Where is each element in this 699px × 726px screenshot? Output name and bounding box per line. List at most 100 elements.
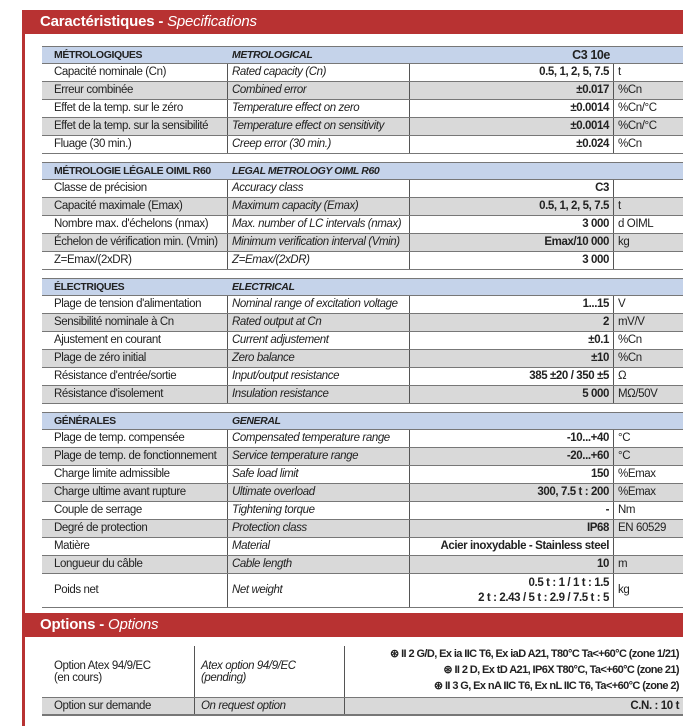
value: 150 xyxy=(410,466,614,483)
unit: m xyxy=(618,558,628,570)
label-en: Current adjustement xyxy=(228,332,410,349)
label-en: Temperature effect on sensitivity xyxy=(228,118,410,135)
label-fr: Effet de la temp. sur la sensibilité xyxy=(42,118,228,135)
value: 385 ±20 / 350 ±5 xyxy=(410,368,614,385)
option-atex-values: ⊛ II 2 G/D, Ex ia IIC T6, Ex iaD A21, T8… xyxy=(345,646,683,697)
table-row: Matière Material Acier inoxydable - Stainl… xyxy=(42,538,683,556)
section-header: MÉTROLOGIE LÉGALE OIML R60 LEGAL METROLOG… xyxy=(42,162,683,180)
label-fr: Capacité maximale (Emax) xyxy=(42,198,228,215)
option-atex-row: Option Atex 94/9/EC (en cours) Atex optio… xyxy=(42,646,683,698)
unit: %Cn/°C xyxy=(618,102,657,114)
option-atex-fr-line: (en cours) xyxy=(54,671,102,684)
label-fr: Effet de la temp. sur le zéro xyxy=(42,100,228,117)
label-fr: Fluage (30 min.) xyxy=(42,136,228,153)
option-atex-en-line: (pending) xyxy=(201,671,246,684)
label-en: Ultimate overload xyxy=(228,484,410,501)
value: 0.5, 1, 2, 5, 7.5 xyxy=(410,198,614,215)
label-fr: Capacité nominale (Cn) xyxy=(42,64,228,81)
label-fr: Plage de temp. compensée xyxy=(42,430,228,447)
unit: %Cn xyxy=(618,334,642,346)
unit: EN 60529 xyxy=(618,522,666,534)
table-row: Erreur combinée Combined error ±0.017 %Cn xyxy=(42,82,683,100)
label-en: Insulation resistance xyxy=(228,386,410,403)
label-fr: Sensibilité nominale à Cn xyxy=(42,314,228,331)
label-fr: Classe de précision xyxy=(42,180,228,197)
label-fr: Charge limite admissible xyxy=(42,466,228,483)
option-atex-en-line: Atex option 94/9/EC xyxy=(201,659,296,672)
label-fr: Échelon de vérification min. (Vmin) xyxy=(42,234,228,251)
table-row: Plage de tension d'alimentation Nominal r… xyxy=(42,296,683,314)
label-fr: Z=Emax/(2xDR) xyxy=(42,252,228,269)
label-fr: Plage de zéro initial xyxy=(42,350,228,367)
label-en: Nominal range of excitation voltage xyxy=(228,296,410,313)
value: ±0.024 xyxy=(410,136,614,153)
section-header: MÉTROLOGIQUES METROLOGICAL C3 10e xyxy=(42,46,683,64)
value: C3 xyxy=(410,180,614,197)
label-fr: Plage de tension d'alimentation xyxy=(42,296,228,313)
label-fr: Ajustement en courant xyxy=(42,332,228,349)
table-row: Plage de temp. de fonctionnement Service … xyxy=(42,448,683,466)
section-title-en: METROLOGICAL xyxy=(232,49,313,61)
value: 3 000 xyxy=(410,252,614,269)
label-en: Combined error xyxy=(228,82,410,99)
atex-line: ⊛ II 2 G/D, Ex ia IIC T6, Ex iaD A21, T8… xyxy=(390,648,680,660)
unit: °C xyxy=(618,432,631,444)
label-en: Material xyxy=(228,538,410,555)
unit: Ω xyxy=(618,370,627,382)
table-row: Effet de la temp. sur la sensibilité Temp… xyxy=(42,118,683,136)
unit: %Cn xyxy=(618,352,642,364)
value: - xyxy=(410,502,614,519)
label-en: Tightening torque xyxy=(228,502,410,519)
value-line: 2 t : 2.43 / 5 t : 2.9 / 7.5 t : 5 xyxy=(478,591,609,604)
section-title-en: LEGAL METROLOGY OIML R60 xyxy=(232,165,380,177)
label-en: Net weight xyxy=(228,574,410,607)
table-row: Charge limite admissible Safe load limit 1… xyxy=(42,466,683,484)
blank-cell xyxy=(614,413,683,429)
table-row: Couple de serrage Tightening torque - Nm xyxy=(42,502,683,520)
unit: Nm xyxy=(618,504,636,516)
atex-line: ⊛ II 3 G, Ex nA IIC T6, Ex nL IIC T6, Ta… xyxy=(433,680,680,692)
label-en: Cable length xyxy=(228,556,410,573)
section-title-en: GENERAL xyxy=(232,415,281,427)
value: 0.5, 1, 2, 5, 7.5 xyxy=(410,64,614,81)
label-en: Compensated temperature range xyxy=(228,430,410,447)
table-row: Capacité nominale (Cn) Rated capacity (Cn… xyxy=(42,64,683,82)
options-header: Options - Options xyxy=(22,613,683,637)
unit: t xyxy=(618,66,621,78)
label-en: Rated capacity (Cn) xyxy=(228,64,410,81)
spec-section: MÉTROLOGIQUES METROLOGICAL C3 10e Capacité … xyxy=(42,46,683,154)
section-title-fr: GÉNÉRALES xyxy=(54,415,116,427)
table-row: Fluage (30 min.) Creep error (30 min.) ±0.… xyxy=(42,136,683,154)
label-fr: Nombre max. d'échelons (nmax) xyxy=(42,216,228,233)
table-row: Degré de protection Protection class IP68 E… xyxy=(42,520,683,538)
label-en: Service temperature range xyxy=(228,448,410,465)
table-row: Nombre max. d'échelons (nmax) Max. number… xyxy=(42,216,683,234)
label-fr: Erreur combinée xyxy=(42,82,228,99)
unit: %Cn/°C xyxy=(618,120,657,132)
unit xyxy=(614,252,683,269)
table-row: Plage de temp. compensée Compensated temp… xyxy=(42,430,683,448)
unit: mV/V xyxy=(618,316,645,328)
model-name xyxy=(410,163,614,179)
unit: %Emax xyxy=(618,468,656,480)
unit: d OIML xyxy=(618,218,654,230)
option-atex-fr-line: Option Atex 94/9/EC xyxy=(54,659,151,672)
unit: MΩ/50V xyxy=(618,388,658,400)
label-en: Zero balance xyxy=(228,350,410,367)
unit: kg xyxy=(618,584,630,596)
section-title-fr: MÉTROLOGIQUES xyxy=(54,49,143,61)
value: -20...+60 xyxy=(410,448,614,465)
atex-line: ⊛ II 2 D, Ex tD A21, IP6X T80°C, Ta<+60°… xyxy=(443,664,679,676)
table-row: Effet de la temp. sur le zéro Temperature… xyxy=(42,100,683,118)
unit xyxy=(614,538,683,555)
value: ±0.1 xyxy=(410,332,614,349)
label-en: Protection class xyxy=(228,520,410,537)
label-en: Input/output resistance xyxy=(228,368,410,385)
label-en: Accuracy class xyxy=(228,180,410,197)
label-en: Max. number of LC intervals (nmax) xyxy=(228,216,410,233)
table-row: Z=Emax/(2xDR) Z=Emax/(2xDR) 3 000 xyxy=(42,252,683,270)
spec-section: MÉTROLOGIE LÉGALE OIML R60 LEGAL METROLOG… xyxy=(42,162,683,270)
model-name xyxy=(410,413,614,429)
value: 2 xyxy=(410,314,614,331)
blank-cell xyxy=(614,279,683,295)
